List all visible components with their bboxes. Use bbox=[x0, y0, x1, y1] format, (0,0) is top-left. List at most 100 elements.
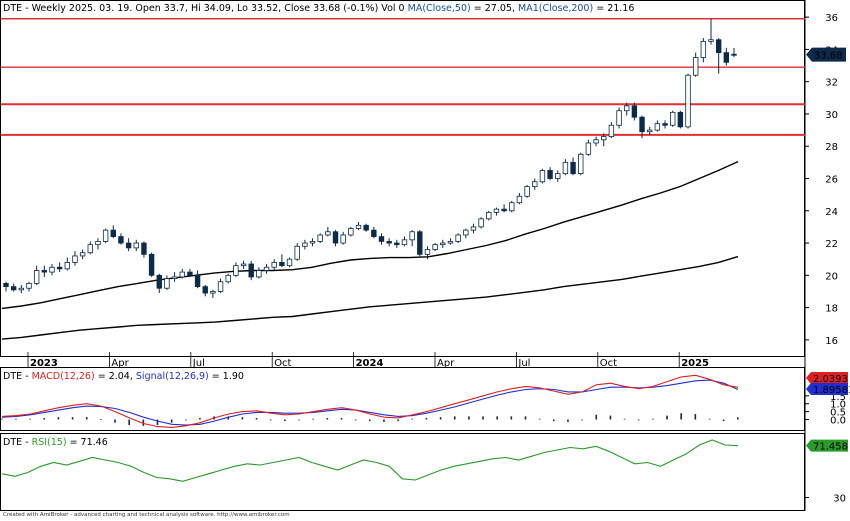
candle bbox=[225, 273, 231, 284]
candle bbox=[700, 38, 707, 63]
candle bbox=[363, 223, 369, 232]
macd-histogram-bar bbox=[439, 417, 442, 420]
price-pane-frame bbox=[0, 0, 805, 357]
candle bbox=[608, 122, 615, 139]
y-tick-label: 36 bbox=[825, 13, 838, 24]
candle bbox=[516, 193, 523, 205]
candle bbox=[49, 264, 55, 276]
rsi-value-label: 71.458 bbox=[813, 442, 848, 453]
y-tick-label: 18 bbox=[825, 304, 838, 315]
candle bbox=[386, 238, 392, 247]
y-tick-label: 16 bbox=[825, 336, 838, 347]
header-ma200-value: = 21.16 bbox=[596, 3, 634, 14]
x-tick-label: Apr bbox=[111, 358, 129, 369]
macd-y-tick-label: 1.5 bbox=[830, 392, 846, 403]
macd-y-tick-label: 0.0 bbox=[830, 416, 846, 427]
candle bbox=[662, 120, 668, 129]
candle bbox=[64, 257, 71, 271]
macd-histogram-bar bbox=[411, 418, 414, 420]
candle bbox=[18, 285, 25, 294]
macd-histogram-bar bbox=[737, 417, 739, 420]
macd-histogram-bar bbox=[666, 415, 668, 420]
x-tick-label: Apr bbox=[437, 358, 455, 369]
macd-histogram-bar bbox=[269, 419, 272, 421]
macd-histogram-bar bbox=[128, 419, 130, 426]
macd-histogram-bar bbox=[156, 419, 159, 426]
macd-value-tag bbox=[806, 372, 848, 384]
candle bbox=[248, 260, 254, 281]
y-tick-label: 20 bbox=[825, 271, 838, 282]
candle bbox=[294, 243, 300, 261]
macd-histogram-bar bbox=[170, 419, 173, 423]
rsi-header: DTE - RSI(15) = 71.46 bbox=[3, 437, 108, 448]
macd-histogram-bar bbox=[510, 416, 513, 420]
candle bbox=[547, 167, 553, 181]
header-ma200-label: MA1(Close,200) bbox=[518, 3, 593, 14]
candle bbox=[26, 281, 32, 292]
candle bbox=[286, 257, 293, 268]
header-ma50-value: = 27.05, bbox=[474, 3, 515, 14]
macd-histogram-bar bbox=[553, 419, 555, 422]
macd-histogram-bar bbox=[425, 417, 428, 420]
candle bbox=[79, 249, 86, 260]
macd-header-value: = 2.04 bbox=[98, 371, 130, 382]
candle bbox=[332, 230, 339, 247]
macd-histogram-bar bbox=[85, 417, 88, 420]
candle bbox=[302, 239, 308, 250]
candle bbox=[202, 285, 208, 297]
macd-histogram-bar bbox=[255, 417, 258, 420]
macd-histogram-bar bbox=[383, 419, 385, 422]
candle bbox=[164, 275, 170, 290]
y-tick-label: 22 bbox=[825, 239, 838, 250]
y-tick-label: 32 bbox=[825, 78, 838, 89]
macd-histogram-bar bbox=[708, 418, 711, 420]
candle bbox=[685, 73, 691, 129]
macd-histogram-bar bbox=[43, 417, 46, 420]
candle bbox=[72, 251, 78, 266]
candle bbox=[378, 233, 385, 245]
macd-y-tick-label: 1.0 bbox=[830, 400, 846, 411]
candle bbox=[148, 252, 155, 277]
candle bbox=[171, 272, 178, 282]
candle bbox=[133, 239, 139, 252]
ma200-line bbox=[1, 255, 739, 340]
macd-histogram-bar bbox=[680, 413, 682, 420]
macd-y-tick-label: 0.5 bbox=[830, 408, 846, 419]
macd-histogram-bar bbox=[397, 419, 399, 422]
candle bbox=[440, 239, 446, 248]
candle bbox=[455, 233, 461, 244]
candle bbox=[187, 268, 193, 277]
footer-credit: Created with AmiBroker - advanced charti… bbox=[3, 512, 290, 518]
candle bbox=[309, 238, 316, 247]
candle bbox=[194, 270, 201, 289]
y-tick-label: 28 bbox=[825, 142, 838, 153]
candle bbox=[585, 139, 592, 156]
candle bbox=[532, 178, 538, 190]
macd-histogram-bar bbox=[1, 418, 3, 420]
rsi-value-tag bbox=[806, 439, 848, 452]
macd-histogram-bar bbox=[637, 419, 640, 421]
candle bbox=[731, 47, 737, 58]
y-tick-label: 30 bbox=[825, 110, 838, 121]
macd-line bbox=[1, 374, 739, 428]
candle bbox=[432, 243, 438, 252]
candle bbox=[317, 233, 323, 244]
candle bbox=[417, 230, 423, 258]
macd-histogram-bar bbox=[652, 418, 654, 420]
rsi-header-ticker: DTE bbox=[3, 437, 22, 448]
macd-histogram-bar bbox=[284, 419, 286, 422]
macd-histogram-bar bbox=[581, 419, 583, 421]
candle bbox=[141, 241, 147, 258]
candle bbox=[478, 217, 484, 229]
candle bbox=[409, 230, 415, 247]
candle bbox=[501, 204, 507, 213]
macd-histogram-bar bbox=[326, 417, 329, 420]
candle bbox=[723, 47, 730, 66]
signal-header-label: Signal(12,26,9) bbox=[136, 371, 209, 382]
macd-histogram-bar bbox=[524, 416, 527, 420]
macd-histogram-bar bbox=[595, 414, 598, 420]
macd-histogram-bar bbox=[142, 419, 145, 426]
x-tick-label: Jul bbox=[517, 358, 530, 369]
rsi-line bbox=[1, 439, 739, 482]
